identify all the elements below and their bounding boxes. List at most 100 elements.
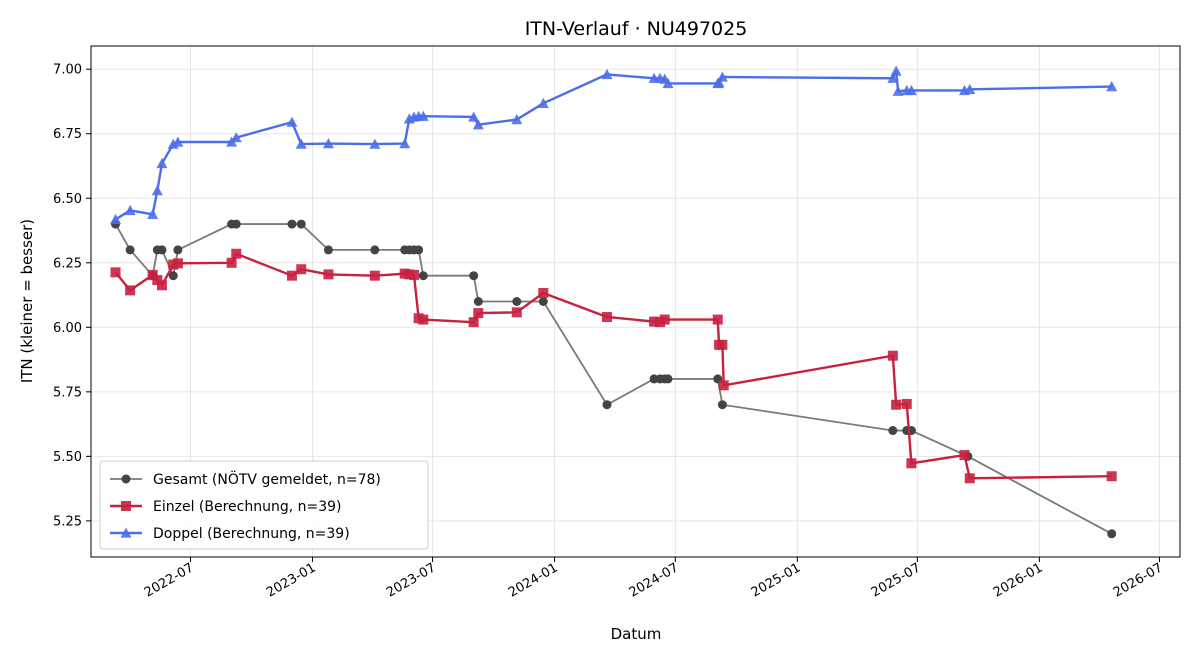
y-axis-title: ITN (kleiner = besser) (18, 219, 36, 383)
data-point-doppel (905, 84, 917, 96)
data-point-einzel (891, 399, 902, 410)
data-point-doppel (713, 77, 725, 88)
data-point-einzel (718, 380, 729, 391)
data-point-einzel (887, 350, 898, 361)
data-point-einzel (286, 270, 297, 281)
data-point-gesamt (663, 374, 673, 384)
data-point-doppel (110, 213, 122, 225)
data-point-doppel (151, 185, 163, 196)
data-point-einzel (1106, 471, 1117, 482)
data-point-doppel (716, 71, 728, 82)
legend-label-einzel: Einzel (Berechnung, n=39) (153, 499, 342, 515)
data-point-doppel (472, 119, 484, 130)
data-point-einzel (125, 285, 136, 296)
legend-marker-gesamt (121, 474, 131, 484)
legend-label-gesamt: Gesamt (NÖTV gemeldet, n=78) (153, 470, 381, 488)
data-point-doppel (286, 116, 298, 127)
data-point-einzel (538, 287, 549, 298)
data-point-doppel (147, 208, 159, 219)
data-point-doppel (537, 97, 549, 108)
x-axis-title: Datum (611, 625, 662, 643)
data-point-einzel (473, 308, 484, 319)
plot-frame (90, 45, 1181, 558)
data-point-gesamt (602, 400, 612, 410)
data-point-einzel (296, 264, 307, 275)
legend-marker-einzel (121, 501, 131, 511)
data-point-einzel (172, 258, 183, 269)
data-point-einzel (712, 314, 723, 325)
data-point-doppel (964, 83, 976, 95)
data-point-gesamt (168, 271, 178, 281)
y-tick-label: 5.25 (53, 514, 82, 529)
data-point-einzel (959, 450, 970, 461)
data-point-doppel (887, 72, 899, 83)
data-point-einzel (231, 248, 242, 259)
data-point-einzel (901, 398, 912, 409)
legend: Gesamt (NÖTV gemeldet, n=78) Einzel (Bere… (99, 460, 429, 550)
data-point-doppel (322, 138, 334, 149)
data-point-einzel (468, 317, 479, 328)
data-point-doppel (1106, 81, 1118, 92)
series-einzel (110, 248, 1117, 484)
data-point-einzel (323, 269, 334, 280)
data-point-gesamt (538, 297, 548, 306)
data-point-doppel (124, 204, 136, 216)
y-tick-label: 6.50 (53, 192, 82, 207)
data-point-gesamt (125, 245, 135, 255)
data-point-gesamt (469, 271, 479, 281)
data-point-einzel (418, 314, 429, 325)
y-tick-label: 5.50 (53, 450, 82, 465)
data-point-einzel (369, 270, 380, 281)
series-doppel (110, 65, 1118, 225)
y-tick-label: 6.25 (53, 256, 82, 271)
data-point-doppel (417, 110, 429, 121)
data-point-einzel (226, 257, 237, 268)
chart-title: ITN-Verlauf · NU497025 (525, 18, 748, 40)
data-point-doppel (892, 85, 904, 96)
y-tick-label: 6.00 (53, 321, 82, 336)
data-point-doppel (890, 65, 902, 76)
data-point-doppel (369, 138, 381, 149)
data-point-einzel (152, 275, 163, 286)
data-point-gesamt (473, 297, 483, 306)
data-point-gesamt (888, 426, 898, 436)
data-point-gesamt (296, 219, 306, 229)
data-point-gesamt (231, 219, 241, 229)
data-point-gesamt (287, 219, 297, 229)
data-point-doppel (156, 157, 168, 169)
data-point-gesamt (717, 400, 727, 410)
data-point-gesamt (512, 297, 522, 306)
data-point-doppel (511, 114, 523, 125)
legend-box (99, 460, 429, 550)
data-point-doppel (399, 138, 411, 149)
data-point-einzel (601, 311, 612, 322)
data-point-gesamt (173, 245, 183, 255)
y-tick-label: 7.00 (53, 63, 82, 78)
data-point-doppel (295, 138, 307, 149)
data-point-doppel (230, 132, 242, 143)
data-point-einzel (110, 267, 121, 278)
data-point-einzel (156, 280, 167, 291)
y-tick-label: 5.75 (53, 385, 82, 400)
data-point-doppel (172, 136, 184, 147)
y-tick-label: 6.75 (53, 127, 82, 142)
data-point-einzel (964, 473, 975, 484)
data-point-gesamt (414, 245, 424, 255)
data-point-doppel (662, 77, 674, 89)
grid-layer (91, 46, 1180, 557)
data-point-gesamt (370, 245, 380, 255)
series-layer (110, 65, 1118, 539)
data-point-einzel (511, 307, 522, 318)
legend-marker-doppel (120, 527, 132, 538)
data-point-einzel (147, 269, 158, 280)
data-point-gesamt (323, 245, 333, 255)
data-point-gesamt (157, 245, 167, 255)
legend-label-doppel: Doppel (Berechnung, n=39) (153, 526, 350, 542)
data-point-einzel (649, 316, 660, 327)
data-point-doppel (601, 68, 613, 80)
data-point-einzel (717, 339, 728, 350)
data-point-einzel (906, 458, 917, 469)
data-point-gesamt (418, 271, 428, 281)
